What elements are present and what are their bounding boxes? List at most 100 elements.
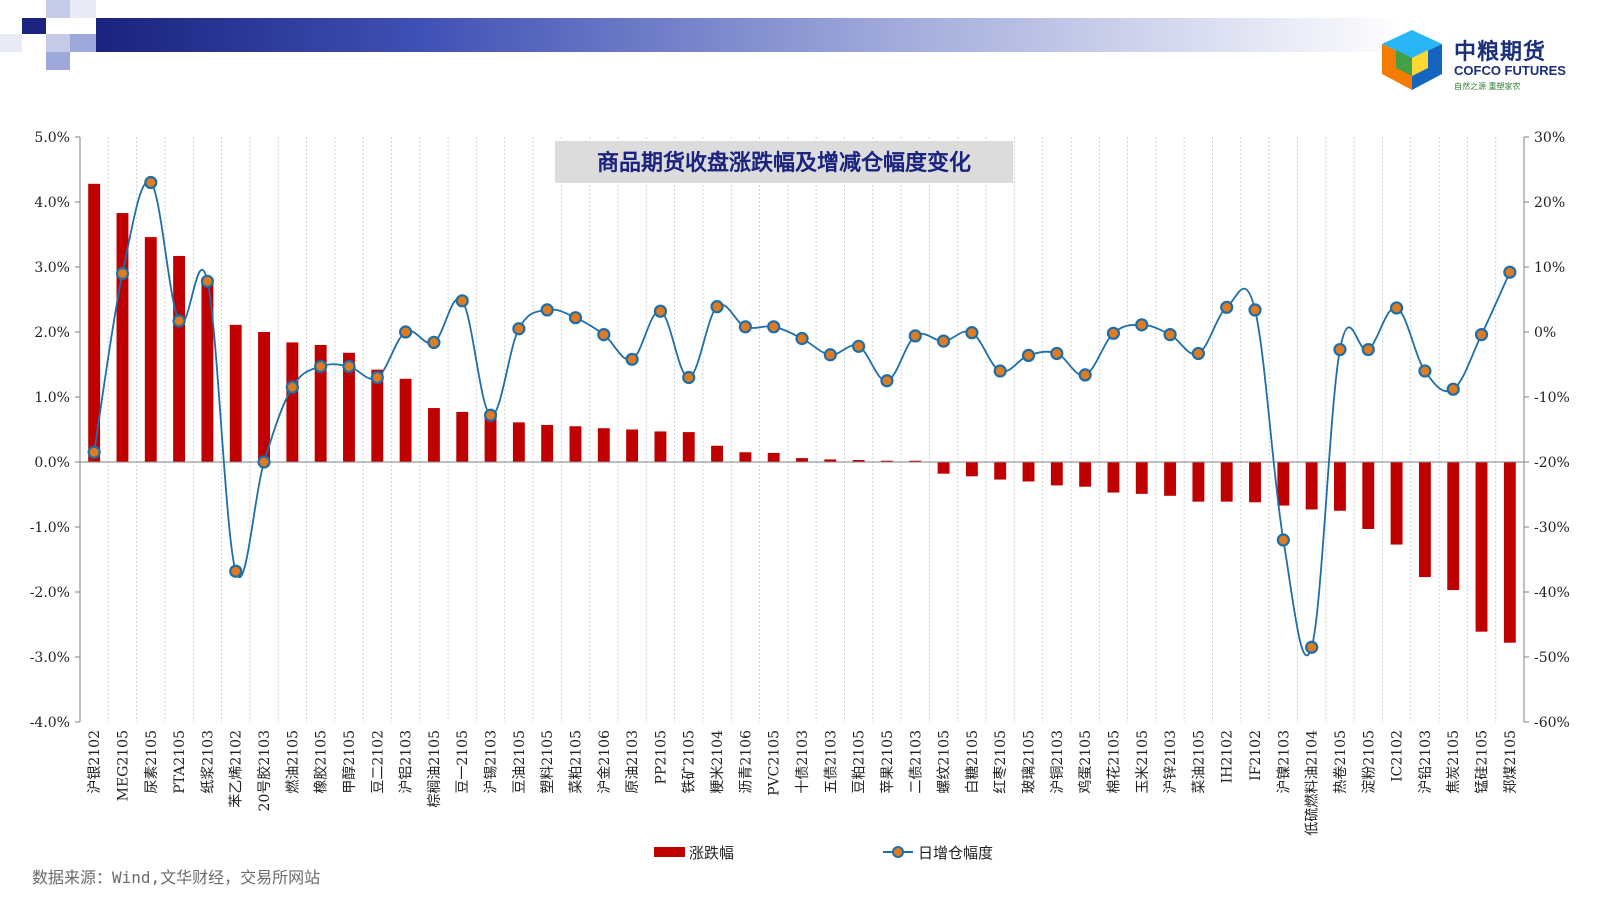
- oi-point-淀粉2105: [1361, 342, 1375, 357]
- oi-point-原油2103: [625, 352, 639, 366]
- logo-name-en: COFCO FUTURES: [1454, 63, 1566, 78]
- x-tick-label: 苹果2105: [880, 730, 896, 794]
- bar-IF2102: [1249, 462, 1261, 503]
- bar-二债2103: [909, 460, 922, 462]
- x-tick-label: 豆一2105: [455, 730, 471, 794]
- oi-point-郑煤2105: [1503, 265, 1517, 279]
- oi-point-纸浆2103: [200, 274, 215, 288]
- bar-沪镍2103: [1277, 462, 1290, 506]
- oi-point-十债2103: [795, 331, 809, 346]
- oi-point-苯乙烯2102: [229, 564, 243, 578]
- y-left-tick-label: 3.0%: [34, 260, 70, 276]
- oi-point-沪铜2103: [1050, 346, 1064, 361]
- bar-橡胶2105: [314, 345, 327, 462]
- bar-热卷2105: [1334, 462, 1346, 511]
- marker-layer: [87, 175, 1517, 654]
- x-tick-label: 锰硅2105: [1475, 730, 1491, 794]
- bar-棉花2105: [1107, 462, 1120, 493]
- header-bar: [0, 0, 1600, 70]
- header-square: [46, 0, 70, 18]
- x-tick-label: 二债2103: [908, 730, 924, 794]
- header-square: [46, 34, 70, 52]
- y-left-tick-label: 2.0%: [34, 325, 70, 341]
- oi-point-沪金2106: [597, 328, 611, 342]
- grid-layer: [79, 137, 1525, 722]
- bar-白糖2105: [965, 462, 978, 477]
- bar-菜粕2105: [569, 426, 582, 462]
- bar-淀粉2105: [1362, 462, 1375, 529]
- x-tick-label: 鸡蛋2105: [1077, 730, 1094, 794]
- oi-point-豆二2102: [370, 370, 384, 385]
- header-square: [0, 34, 22, 52]
- y-left-tick-label: -1.0%: [30, 520, 70, 536]
- oi-point-螺纹2105: [936, 334, 951, 348]
- x-tick-label: PP2105: [653, 730, 669, 784]
- x-tick-label: IH2102: [1220, 730, 1236, 783]
- bar-沪锌2103: [1164, 462, 1177, 496]
- oi-point-红枣2105: [993, 364, 1007, 378]
- y-right-tick-label: 20%: [1534, 195, 1565, 211]
- bar-焦炭2105: [1447, 462, 1460, 591]
- x-tick-label: 燃油2105: [284, 730, 301, 794]
- logo-cube-icon: [1382, 30, 1442, 90]
- oi-point-豆一2105: [455, 294, 469, 308]
- bar-郑煤2105: [1503, 462, 1516, 643]
- oi-point-菜油2105: [1191, 346, 1205, 361]
- x-tick-label: MEG2105: [115, 730, 131, 801]
- axis-layer: [75, 136, 1529, 723]
- y-right-tick-label: -60%: [1534, 715, 1570, 731]
- bar-玻璃2105: [1022, 462, 1035, 482]
- bar-棕榈油2105: [427, 408, 440, 462]
- bar-豆一2105: [456, 411, 469, 462]
- header-gradient-bar: [96, 18, 1406, 52]
- x-tick-label: 苯乙烯2102: [228, 730, 245, 808]
- x-tick-label: 白糖2105: [965, 730, 981, 794]
- oi-point-棕榈油2105: [427, 335, 441, 349]
- bar-沥青2106: [739, 452, 752, 462]
- x-tick-label: 沪铜2103: [1050, 730, 1066, 794]
- y-right-tick-label: 30%: [1534, 130, 1565, 146]
- oi-point-白糖2105: [965, 326, 979, 340]
- bar-PVC2105: [767, 452, 780, 462]
- source-note: 数据来源：Wind,文华财经，交易所网站: [32, 868, 321, 887]
- x-tick-label: IF2102: [1248, 730, 1264, 781]
- legend-bar-label: 涨跌幅: [689, 844, 734, 862]
- oi-point-棉花2105: [1106, 326, 1121, 340]
- bar-鸡蛋2105: [1079, 462, 1092, 487]
- oi-point-PTA2105: [172, 314, 186, 328]
- x-tick-label: 热卷2105: [1333, 730, 1349, 794]
- x-tick-label: 粳米2104: [710, 730, 726, 794]
- oi-point-MEG2105: [115, 266, 130, 281]
- x-tick-label: IC2102: [1390, 730, 1406, 782]
- oi-point-尿素2105: [144, 175, 158, 190]
- oi-point-玻璃2105: [1021, 348, 1036, 362]
- bar-PTA2105: [173, 255, 186, 462]
- oi-point-五债2103: [823, 348, 837, 362]
- x-tick-label: 红枣2105: [993, 730, 1009, 794]
- bar-五债2103: [824, 459, 837, 462]
- x-tick-label: 郑煤2105: [1503, 730, 1519, 794]
- oi-point-PP2105: [653, 304, 668, 318]
- x-tick-label: 五债2103: [823, 730, 839, 794]
- x-tick-label: 沪锌2103: [1163, 730, 1179, 794]
- oi-point-沪锌2103: [1163, 328, 1177, 342]
- bar-沪金2106: [597, 428, 610, 462]
- x-tick-label: 豆油2105: [512, 730, 528, 794]
- bar-粳米2104: [711, 445, 724, 462]
- bar-MEG2105: [116, 213, 129, 462]
- oi-point-沪锡2103: [483, 408, 498, 422]
- y-left-tick-label: 1.0%: [34, 390, 70, 406]
- y-left-tick-label: -4.0%: [30, 715, 70, 731]
- oi-point-IF2102: [1248, 303, 1262, 317]
- bar-铁矿2105: [682, 432, 695, 462]
- oi-point-沪铅2103: [1418, 364, 1432, 378]
- oi-point-低硫燃料油2104: [1305, 640, 1319, 654]
- bar-塑料2105: [541, 424, 554, 462]
- y-right-tick-label: 10%: [1534, 260, 1565, 276]
- x-tick-label: 淀粉2105: [1361, 730, 1377, 794]
- y-left-tick-label: 5.0%: [34, 130, 70, 146]
- bar-沪铅2103: [1418, 462, 1431, 578]
- bar-纸浆2103: [201, 278, 214, 462]
- oi-point-沪银2102: [87, 445, 101, 459]
